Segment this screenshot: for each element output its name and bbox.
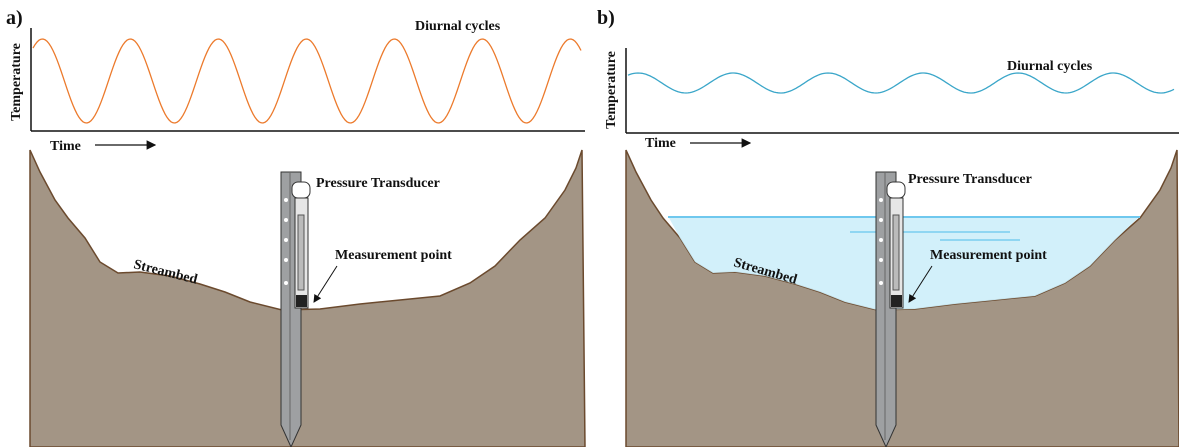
temperature-wave <box>627 72 1175 94</box>
point-label: Measurement point <box>930 248 1047 263</box>
stake <box>875 171 906 447</box>
annotation: Diurnal cycles <box>1007 59 1093 74</box>
sensor-label: Pressure Transducer <box>908 172 1032 187</box>
x-axis-label: Time <box>50 139 81 154</box>
panel-label: a) <box>6 7 23 29</box>
point-arrow <box>313 265 338 303</box>
panel-label: b) <box>597 7 615 29</box>
point-arrow <box>908 265 933 303</box>
y-axis-label: Temperature <box>9 43 24 121</box>
panel-a: a) Temperature Time Diurnal cycles Press… <box>6 7 586 447</box>
annotation: Diurnal cycles <box>415 19 501 34</box>
water <box>668 216 1140 310</box>
temperature-wave <box>32 38 582 124</box>
ground <box>29 149 586 447</box>
stake <box>280 171 311 447</box>
panel-b: b) Temperature Time Diurnal cycles Press… <box>597 7 1179 447</box>
x-axis-label: Time <box>645 136 676 151</box>
y-axis-label: Temperature <box>604 51 619 129</box>
sensor-label: Pressure Transducer <box>316 176 440 191</box>
point-label: Measurement point <box>335 248 452 263</box>
